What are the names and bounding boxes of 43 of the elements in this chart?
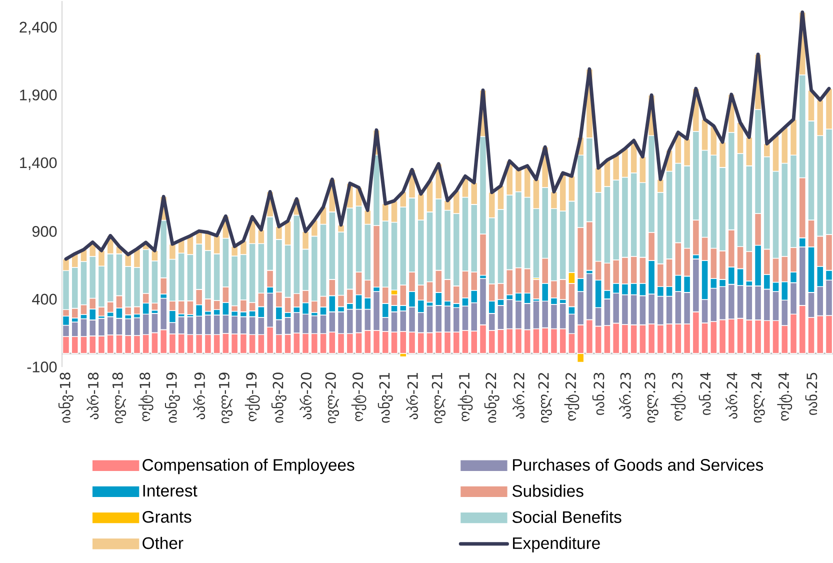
x-tick-label: აპრ.22 bbox=[512, 373, 524, 419]
x-tick-label: აპრ-21 bbox=[406, 372, 418, 420]
legend-label: Interest bbox=[143, 484, 198, 497]
legend-label: Other bbox=[142, 536, 184, 550]
x-tick-label: ივლ.23 bbox=[644, 372, 658, 423]
x-tick-label: იანვ-18 bbox=[58, 372, 74, 423]
x-tick-label: ოქტ.22 bbox=[564, 373, 580, 421]
x-tick-label: ივლ-19 bbox=[218, 372, 233, 424]
x-tick-label: აპრ.23 bbox=[619, 372, 631, 419]
x-tick-label: ივლ.24 bbox=[751, 372, 765, 423]
x-tick-label: ივლ.22 bbox=[538, 373, 552, 423]
x-tick-label: იანვ-22 bbox=[484, 373, 500, 423]
x-tick-label: იან.23 bbox=[592, 372, 604, 415]
x-tick-label: ოქტ.23 bbox=[670, 372, 686, 421]
legend-label: Compensation of Employees bbox=[142, 458, 354, 474]
x-tick-label: ოქტ-19 bbox=[244, 372, 260, 422]
legend-label: Subsidies bbox=[512, 484, 584, 497]
x-tick-label: აპრ-19 bbox=[193, 372, 206, 420]
x-tick-label: აპრ.24 bbox=[725, 372, 738, 419]
y-tick-label: 900 bbox=[32, 226, 57, 237]
legend-label: Purchases of Goods and Services bbox=[513, 458, 764, 471]
x-tick-label: აპრ-20 bbox=[300, 372, 312, 420]
x-tick-label: იან.25 bbox=[805, 372, 818, 415]
x-tick-label: იან.24 bbox=[698, 372, 711, 415]
y-tick-label: 1,400 bbox=[20, 157, 57, 170]
legend-label: Grants bbox=[142, 510, 192, 523]
x-tick-label: ოქტ-18 bbox=[138, 372, 154, 422]
x-tick-label: ივლ-21 bbox=[432, 372, 446, 424]
x-tick-label: ივლ-18 bbox=[112, 372, 126, 424]
legend-label: Social Benefits bbox=[512, 510, 622, 523]
y-tick-label: -100 bbox=[27, 362, 57, 372]
y-tick-label: 1,900 bbox=[20, 90, 57, 102]
x-tick-label: იანვ-19 bbox=[164, 372, 180, 423]
x-tick-label: ოქტ.24 bbox=[777, 372, 792, 421]
y-tick-label: 2,400 bbox=[20, 22, 57, 34]
x-tick-label: ოქტ-20 bbox=[351, 372, 366, 422]
legend-label: Expenditure bbox=[513, 536, 600, 552]
x-tick-label: ოქტ-21 bbox=[458, 373, 473, 422]
x-tick-label: იანვ-21 bbox=[378, 372, 393, 423]
x-tick-label: აპრ-18 bbox=[86, 372, 99, 420]
x-tick-label: იანვ-20 bbox=[271, 372, 286, 423]
y-tick-label: 400 bbox=[32, 294, 57, 305]
x-tick-label: ივლ-20 bbox=[325, 372, 340, 424]
